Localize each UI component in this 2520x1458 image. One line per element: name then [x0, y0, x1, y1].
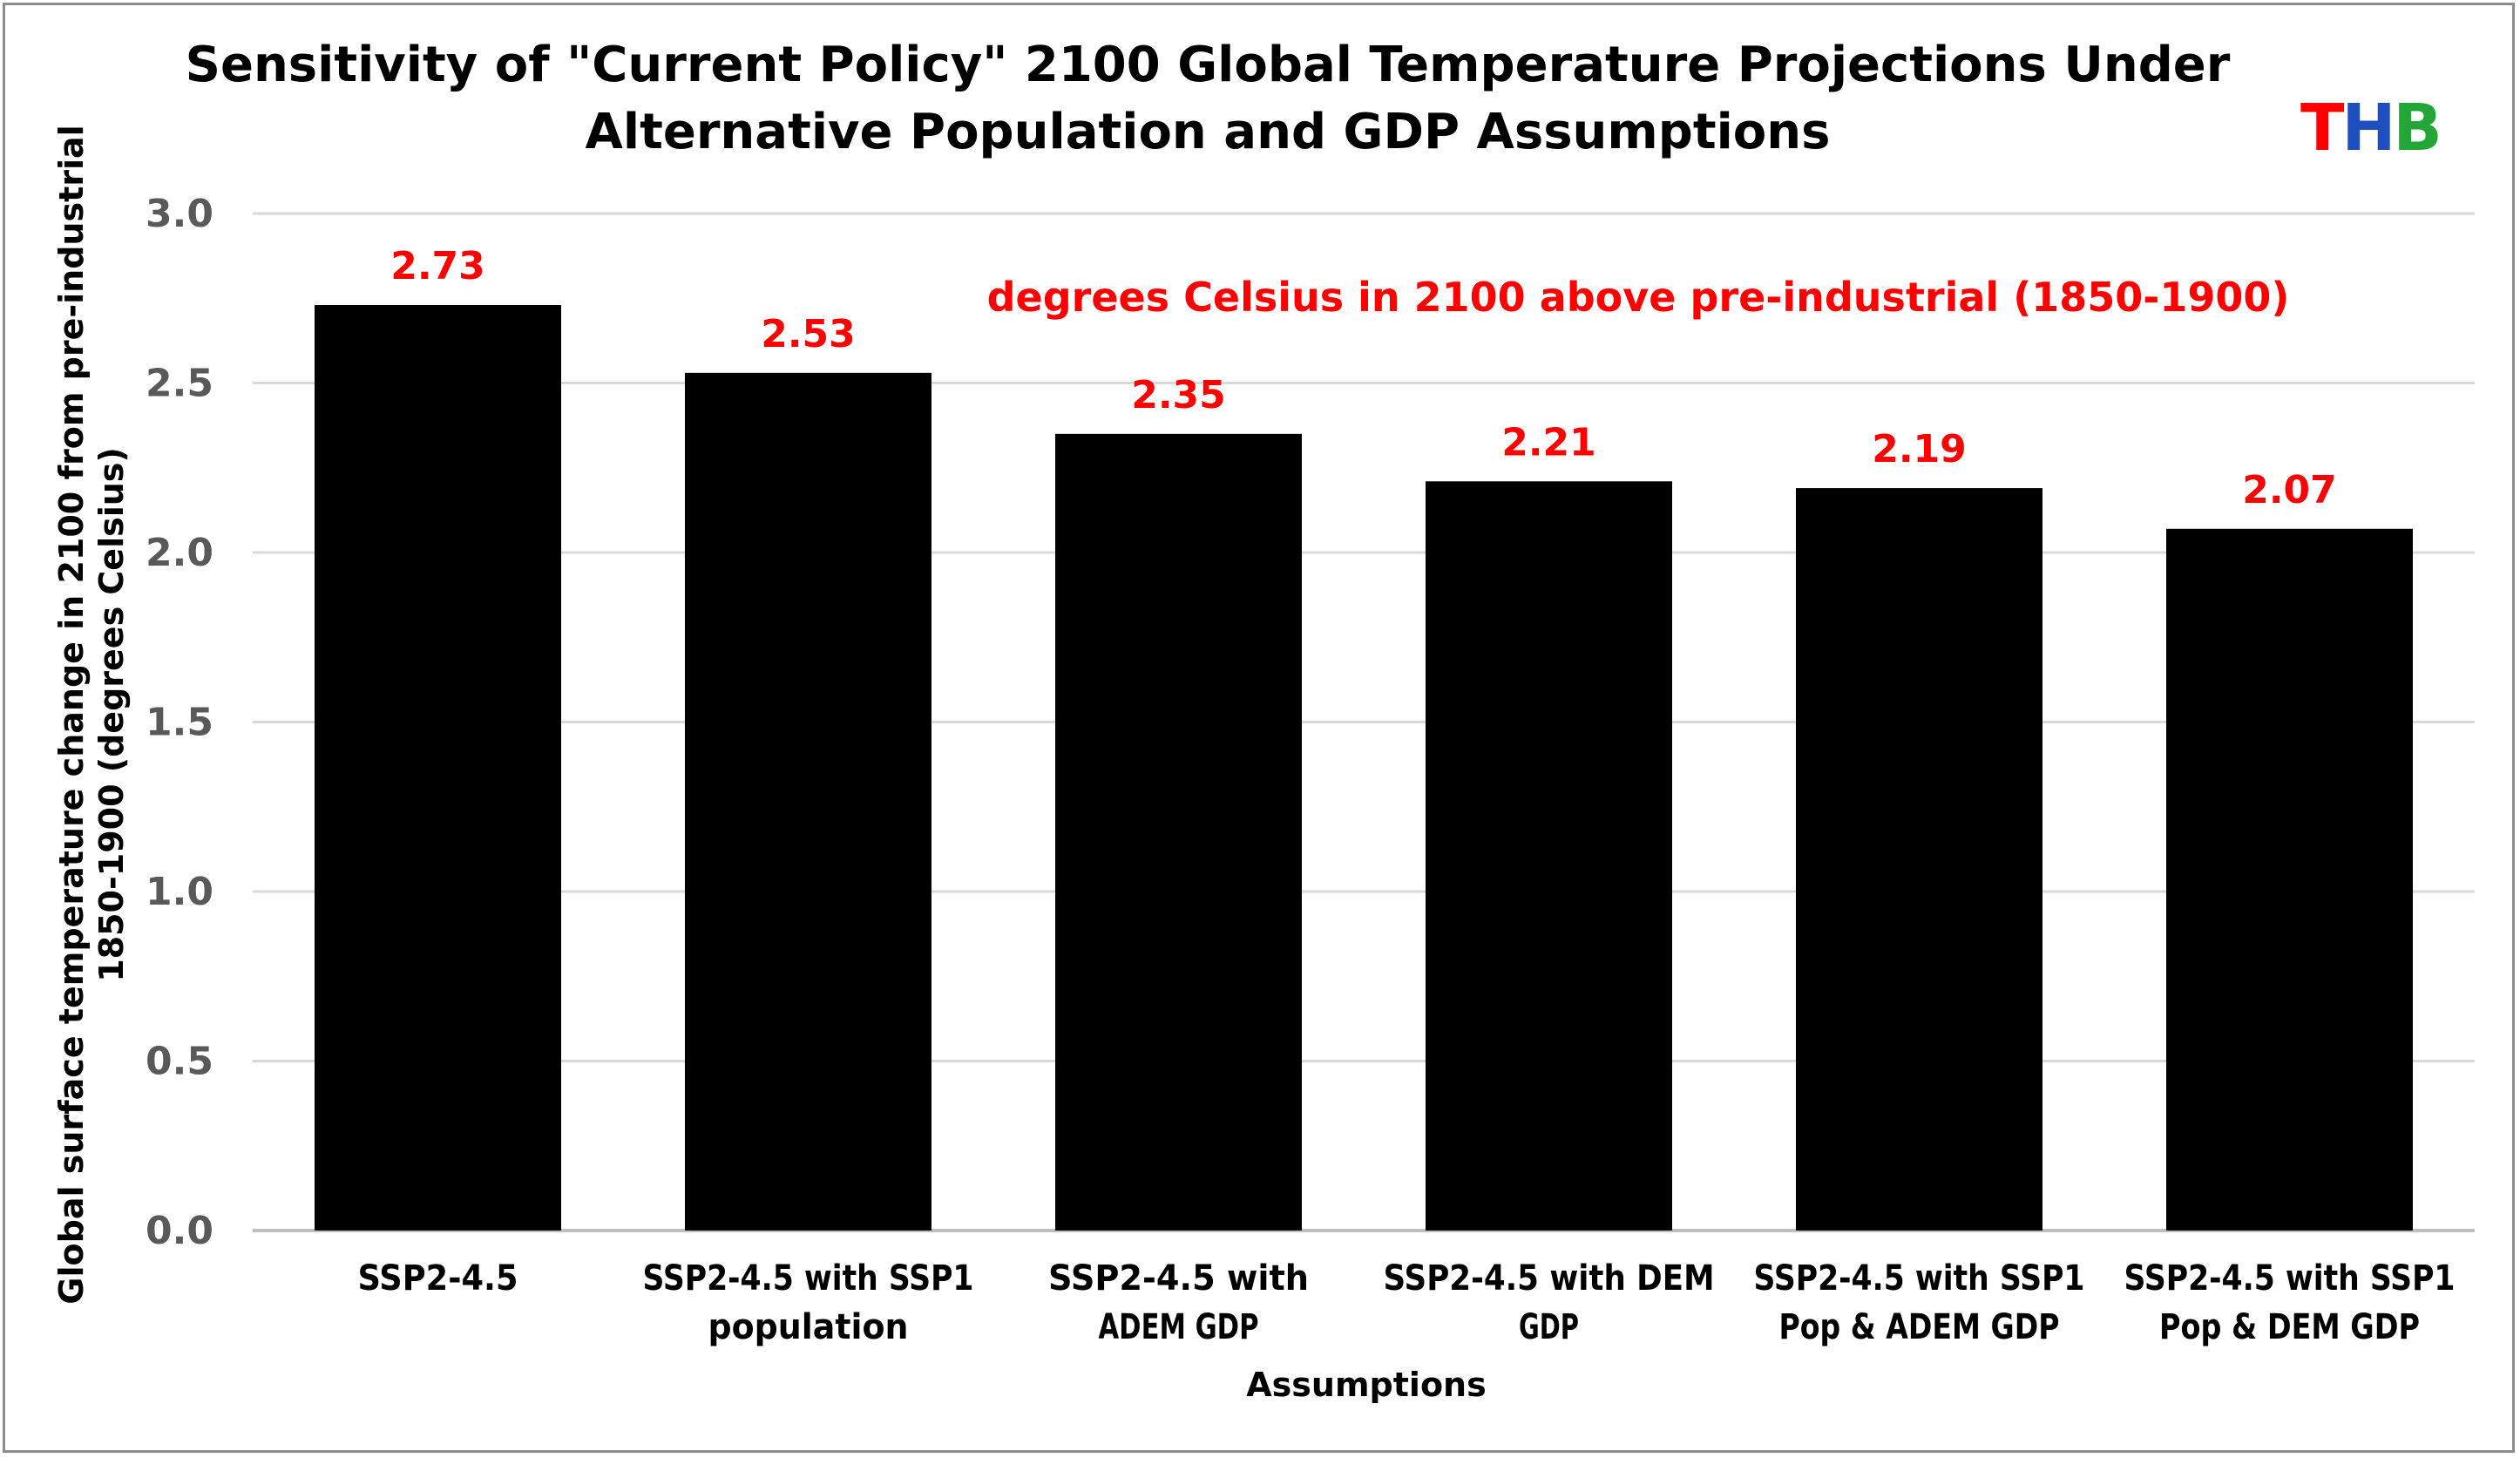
y-tick-label: 2.0 — [146, 531, 213, 575]
y-tick-labels: 0.0 0.5 1.0 1.5 2.0 2.5 3.0 — [146, 192, 213, 1253]
y-axis-title-line-2: 1850-1900 (degrees Celsius) — [92, 447, 131, 982]
bar — [1796, 488, 2042, 1231]
bar — [315, 305, 561, 1231]
category-label: Pop & DEM GDP — [2159, 1307, 2420, 1347]
y-tick-label: 0.0 — [146, 1209, 213, 1253]
chart-title-line-2: Alternative Population and GDP Assumptio… — [585, 104, 1831, 160]
logo-letter-h: H — [2341, 91, 2395, 166]
data-labels: 2.73 2.53 2.35 2.21 2.19 2.07 — [390, 244, 2337, 512]
category-label: SSP2-4.5 with SSP1 — [1754, 1258, 2085, 1299]
category-label: SSP2-4.5 with DEM — [1384, 1258, 1715, 1299]
data-label: 2.19 — [1872, 427, 1967, 471]
category-label: population — [708, 1307, 909, 1347]
category-label: ADEM GDP — [1099, 1307, 1259, 1347]
y-tick-label: 1.0 — [146, 870, 213, 914]
units-annotation: degrees Celsius in 2100 above pre-indust… — [987, 274, 2290, 321]
category-labels: SSP2-4.5 SSP2-4.5 with SSP1 population SSP2… — [358, 1258, 2456, 1347]
gridlines — [253, 212, 2475, 1232]
x-axis-title: Assumptions — [1246, 1366, 1486, 1404]
category-label: SSP2-4.5 with — [1048, 1258, 1309, 1299]
category-label: SSP2-4.5 with SSP1 — [2124, 1258, 2456, 1299]
category-label: SSP2-4.5 — [358, 1258, 518, 1299]
thb-logo: THB — [2300, 89, 2442, 167]
logo-letter-b: B — [2393, 91, 2442, 166]
y-tick-label: 3.0 — [146, 192, 213, 236]
y-tick-label: 1.5 — [146, 701, 213, 745]
data-label: 2.35 — [1131, 373, 1226, 417]
chart-title-line-1: Sensitivity of "Current Policy" 2100 Glo… — [185, 37, 2231, 93]
y-axis-title: Global surface temperature change in 210… — [52, 125, 131, 1304]
bar — [2166, 528, 2413, 1231]
category-label: SSP2-4.5 with SSP1 — [643, 1258, 974, 1299]
bar — [1426, 481, 1672, 1231]
category-label: Pop & ADEM GDP — [1779, 1307, 2060, 1347]
bar — [685, 372, 931, 1231]
category-label: GDP — [1519, 1307, 1579, 1347]
data-label: 2.53 — [761, 312, 856, 356]
bars — [315, 305, 2413, 1231]
y-axis-title-line-1: Global surface temperature change in 210… — [52, 125, 91, 1304]
y-tick-label: 0.5 — [146, 1040, 213, 1084]
bar — [1055, 433, 1302, 1231]
logo-letter-t: T — [2300, 91, 2345, 166]
data-label: 2.73 — [390, 244, 485, 288]
y-tick-label: 2.5 — [146, 362, 213, 406]
data-label: 2.07 — [2242, 468, 2337, 512]
data-label: 2.21 — [1501, 420, 1596, 465]
